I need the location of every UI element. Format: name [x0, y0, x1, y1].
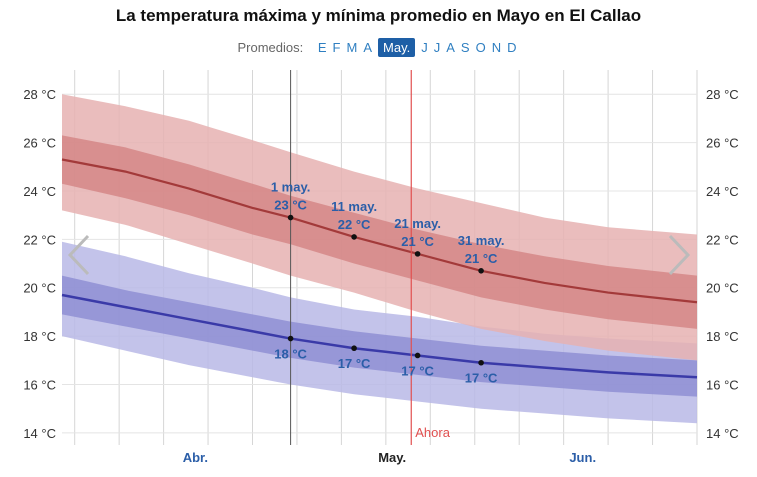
x-month-label: Abr.: [183, 450, 208, 465]
annotation-date: 21 may.: [394, 216, 441, 231]
now-label: Ahora: [415, 425, 450, 440]
annotation-max-value: 23 °C: [274, 198, 307, 213]
annotation-date: 31 may.: [458, 233, 505, 248]
y-tick-label-left: 24 °C: [23, 184, 56, 199]
month-tab[interactable]: A: [363, 40, 373, 55]
min-point: [287, 335, 294, 342]
max-point: [478, 268, 484, 274]
annotation-min-value: 18 °C: [274, 347, 307, 362]
annotation-min-value: 17 °C: [465, 371, 498, 386]
y-tick-label-right: 18 °C: [706, 329, 739, 344]
y-tick-label-left: 16 °C: [23, 378, 56, 393]
x-month-label: May.: [378, 450, 406, 465]
y-tick-label-left: 14 °C: [23, 426, 56, 441]
y-tick-label-right: 26 °C: [706, 136, 739, 151]
min-point: [478, 359, 484, 366]
month-tab[interactable]: A: [446, 40, 455, 55]
annotation-min-value: 17 °C: [401, 363, 434, 378]
max-point: [287, 214, 294, 221]
month-tab[interactable]: O: [475, 40, 486, 55]
annotation-date: 11 may.: [331, 199, 377, 214]
month-tab[interactable]: M: [346, 40, 358, 55]
y-tick-label-right: 14 °C: [706, 426, 739, 441]
y-tick-label-left: 22 °C: [23, 232, 56, 247]
annotation-max-value: 22 °C: [338, 217, 371, 232]
max-band-p25-p75: [62, 135, 697, 329]
y-tick-label-left: 20 °C: [23, 281, 56, 296]
averages-label: Promedios:: [237, 40, 304, 55]
annotation-date: 1 may.: [271, 180, 311, 195]
month-selector: Promedios: E F M A May. J J A S O N D: [0, 38, 757, 57]
month-tab[interactable]: N: [491, 40, 502, 55]
month-tab[interactable]: J: [421, 40, 428, 55]
x-month-label: Jun.: [569, 450, 596, 465]
y-tick-label-left: 18 °C: [23, 329, 56, 344]
max-point: [414, 251, 421, 257]
month-tab[interactable]: E: [317, 40, 327, 55]
y-tick-label-right: 22 °C: [706, 232, 739, 247]
month-tab[interactable]: F: [332, 40, 341, 55]
chevron-right-icon[interactable]: [666, 232, 692, 278]
y-tick-label-right: 24 °C: [706, 184, 739, 199]
month-list: E F M A May. J J A S O N D: [315, 38, 520, 57]
y-tick-label-right: 16 °C: [706, 378, 739, 393]
min-point: [414, 352, 421, 359]
y-tick-label-left: 28 °C: [23, 87, 56, 102]
y-tick-label-right: 28 °C: [706, 87, 739, 102]
chart-title: La temperatura máxima y mínima promedio …: [115, 6, 642, 25]
month-tab[interactable]: S: [460, 40, 470, 55]
month-tab[interactable]: May.: [378, 38, 416, 57]
month-tab[interactable]: J: [433, 40, 441, 55]
annotation-max-value: 21 °C: [465, 251, 498, 266]
month-tab[interactable]: D: [507, 40, 517, 55]
y-tick-label-left: 26 °C: [23, 136, 56, 151]
annotation-max-value: 21 °C: [401, 234, 434, 249]
max-point: [351, 234, 357, 240]
chevron-left-icon[interactable]: [66, 232, 92, 278]
min-point: [351, 345, 357, 352]
annotation-min-value: 17 °C: [338, 356, 371, 371]
y-tick-label-right: 20 °C: [706, 281, 739, 296]
